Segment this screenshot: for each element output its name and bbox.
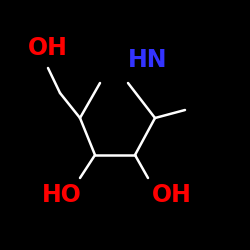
Text: OH: OH	[28, 36, 68, 60]
Text: HN: HN	[128, 48, 168, 72]
Text: HO: HO	[42, 183, 82, 207]
Text: OH: OH	[152, 183, 192, 207]
